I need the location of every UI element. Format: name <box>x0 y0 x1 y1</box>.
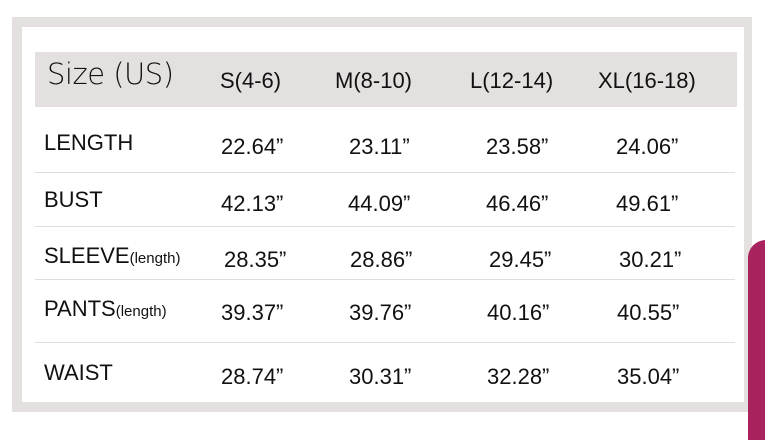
row-suffix: (length) <box>129 250 181 267</box>
measurement-cell: 40.55” <box>617 300 680 325</box>
row-label: LENGTH <box>44 130 133 156</box>
size-header: Size (US) <box>47 57 174 91</box>
measurement-cell: 32.28” <box>487 364 550 389</box>
measurement-cell: 39.37” <box>221 300 284 325</box>
row-name: BUST <box>44 187 103 212</box>
measurement-cell: 39.76” <box>349 300 412 325</box>
garment-image <box>748 240 765 440</box>
measurement-cell: 23.58” <box>486 134 549 159</box>
measurement-cell: 30.21” <box>619 247 682 272</box>
measurement-cell: 24.06” <box>616 134 679 159</box>
measurement-cell: 30.31” <box>349 364 412 389</box>
row-name: PANTS <box>44 296 116 321</box>
row-suffix: (length) <box>115 303 167 320</box>
size-column-header: L(12-14) <box>470 68 554 93</box>
measurement-cell: 35.04” <box>617 364 680 389</box>
measurement-cell: 46.46” <box>486 191 549 216</box>
measurement-cell: 49.61” <box>616 191 679 216</box>
row-label: PANTS(length) <box>44 296 167 322</box>
measurement-cell: 28.74” <box>221 364 284 389</box>
measurement-cell: 40.16” <box>487 300 550 325</box>
size-column-header: XL(16-18) <box>598 68 696 93</box>
measurement-cell: 29.45” <box>489 247 552 272</box>
measurement-cell: 22.64” <box>221 134 284 159</box>
row-divider <box>35 172 735 173</box>
row-name: WAIST <box>44 360 113 385</box>
row-label: SLEEVE(length) <box>44 243 180 269</box>
measurement-cell: 44.09” <box>348 191 411 216</box>
measurement-cell: 42.13” <box>221 191 284 216</box>
measurement-cell: 28.86” <box>350 247 413 272</box>
row-label: BUST <box>44 187 103 213</box>
size-column-header: S(4-6) <box>220 68 282 93</box>
row-divider <box>35 226 735 227</box>
size-column-header: M(8-10) <box>335 68 413 93</box>
row-divider <box>35 342 735 343</box>
measurement-cell: 28.35” <box>224 247 287 272</box>
row-name: LENGTH <box>44 130 134 155</box>
row-name: SLEEVE <box>44 243 130 268</box>
row-label: WAIST <box>44 360 113 386</box>
measurement-cell: 23.11” <box>349 134 410 159</box>
header-band <box>35 52 737 107</box>
row-divider <box>35 279 735 280</box>
